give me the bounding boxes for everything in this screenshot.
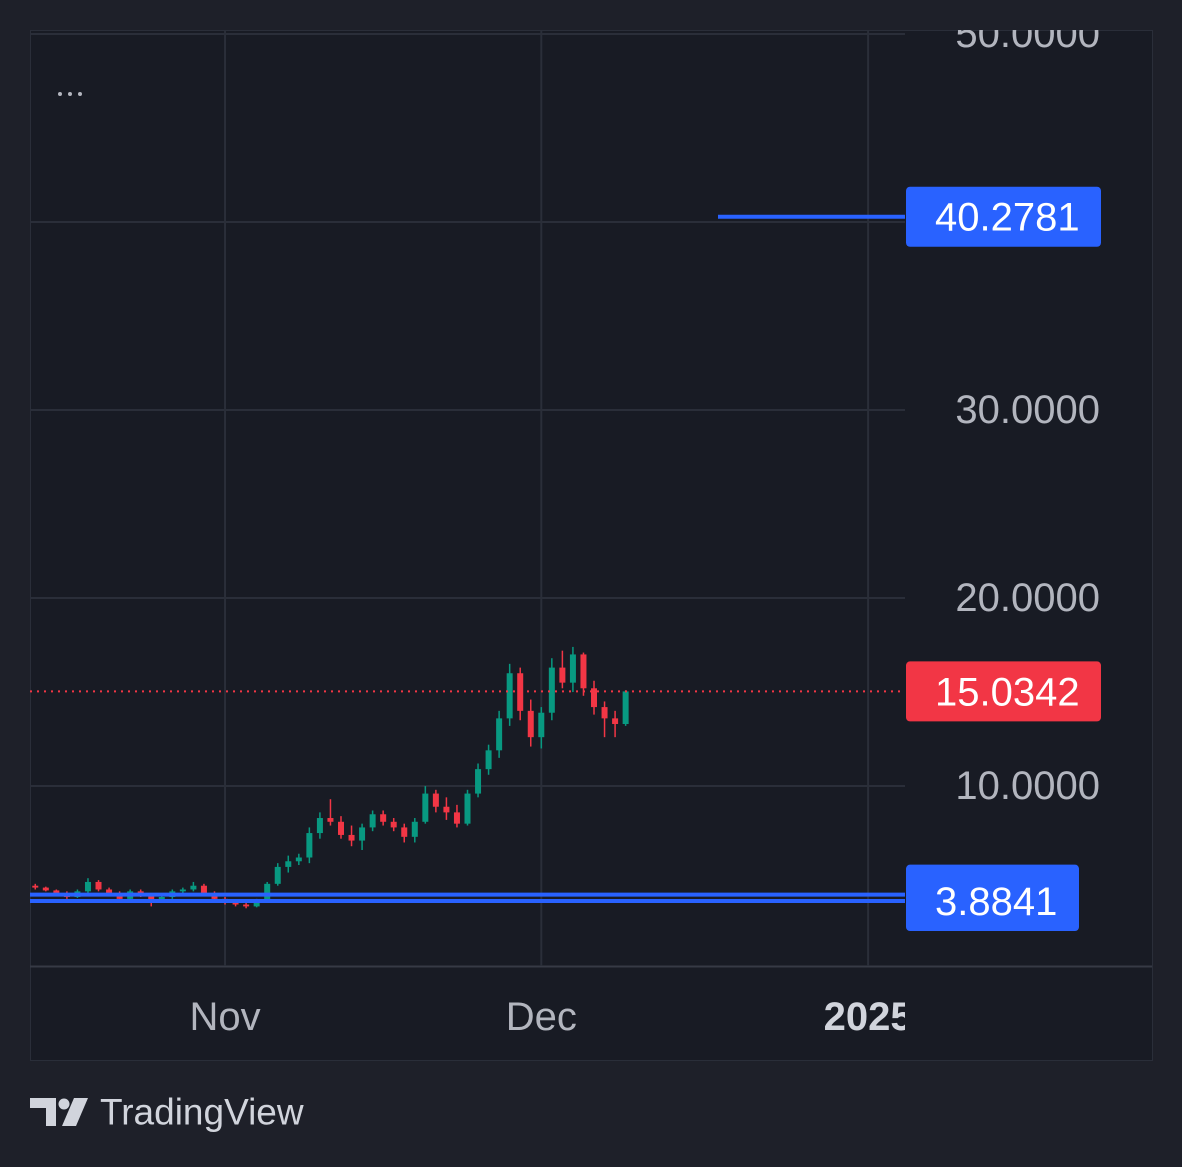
candle-body xyxy=(200,885,207,894)
candle-body xyxy=(148,895,155,901)
candle-body xyxy=(348,834,355,841)
price-badge-label: 3.8841 xyxy=(935,880,1057,924)
candle-body xyxy=(432,793,439,807)
x-tick-label: Nov xyxy=(189,995,260,1039)
candle-body xyxy=(369,814,376,828)
candle-body xyxy=(264,883,271,901)
candle-body xyxy=(359,827,366,841)
candle-body xyxy=(538,712,545,738)
candle-body xyxy=(274,866,281,884)
candle-body xyxy=(32,885,39,888)
plot-area xyxy=(30,214,905,909)
candle-body xyxy=(475,769,482,794)
candle-body xyxy=(548,667,555,713)
price-badge xyxy=(906,661,1101,722)
candle-body xyxy=(53,890,60,894)
candle-body xyxy=(253,900,260,907)
candle-body xyxy=(485,750,492,770)
candle-body xyxy=(612,718,619,725)
menu-dot xyxy=(68,92,72,96)
brand-logo xyxy=(30,1098,88,1126)
price-badge xyxy=(906,186,1101,247)
candle-body xyxy=(601,707,608,719)
candle-body xyxy=(327,818,334,822)
candle-body xyxy=(422,793,429,822)
logo-v xyxy=(62,1098,88,1126)
y-tick-label: 20.0000 xyxy=(955,576,1100,620)
candle-body xyxy=(179,889,186,892)
candle-body xyxy=(569,654,576,683)
grid xyxy=(30,30,905,966)
candle-body xyxy=(380,814,387,822)
candle-body xyxy=(190,885,197,890)
y-tick-label: 10.0000 xyxy=(955,764,1100,808)
candle-body xyxy=(464,793,471,824)
x-tick-label: 2025 xyxy=(824,995,913,1039)
candle-body xyxy=(95,881,102,890)
candle-body xyxy=(559,667,566,683)
candle-body xyxy=(411,821,418,837)
candle-body xyxy=(580,654,587,689)
y-tick-label: 30.0000 xyxy=(955,388,1100,432)
y-tick-label: 50.0000 xyxy=(955,12,1100,56)
price-badge-label: 40.2781 xyxy=(935,196,1080,240)
legend-menu[interactable] xyxy=(58,92,82,96)
candle-body xyxy=(506,673,513,719)
price-axis: 10.000020.000030.000040.000050.000040.27… xyxy=(906,12,1101,932)
time-axis: Nov Dec 2025 xyxy=(189,995,913,1039)
candle-body xyxy=(42,887,49,891)
brand-name: TradingView xyxy=(100,1092,304,1133)
candle-body xyxy=(390,821,397,828)
logo-t xyxy=(30,1098,56,1126)
candle-body xyxy=(295,857,302,862)
menu-dot xyxy=(58,92,62,96)
price-badge xyxy=(906,871,1079,932)
candle-body xyxy=(443,806,450,813)
candle-body xyxy=(591,688,598,708)
menu-dot xyxy=(78,92,82,96)
candle-body xyxy=(337,821,344,835)
candle-body xyxy=(285,861,292,867)
x-tick-label: Dec xyxy=(506,995,577,1039)
logo-dot xyxy=(58,1098,70,1110)
candle-body xyxy=(622,691,629,725)
candle-body xyxy=(158,896,165,901)
candle-body xyxy=(496,718,503,751)
candle-body xyxy=(84,881,91,892)
candle-body xyxy=(106,889,113,894)
price-badge-label: 15.0342 xyxy=(935,670,1080,714)
candle-body xyxy=(243,904,250,907)
candle-body xyxy=(306,833,313,858)
candle-body xyxy=(401,827,408,837)
candle-body xyxy=(527,710,534,738)
candle-body xyxy=(232,902,239,905)
candle-body xyxy=(316,818,323,834)
candle-body xyxy=(453,812,460,824)
